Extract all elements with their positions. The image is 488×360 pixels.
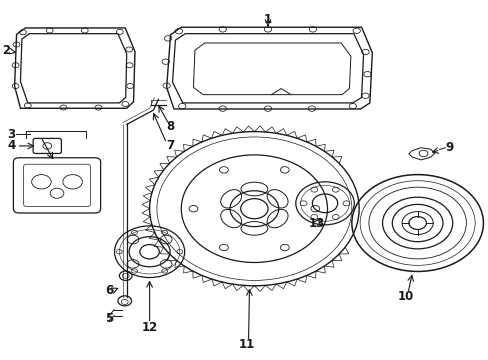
Text: 4: 4 <box>7 139 16 152</box>
FancyBboxPatch shape <box>13 158 101 213</box>
Text: 11: 11 <box>239 338 255 351</box>
FancyBboxPatch shape <box>23 164 90 207</box>
Text: 2: 2 <box>2 44 10 57</box>
Text: 13: 13 <box>308 217 324 230</box>
FancyBboxPatch shape <box>33 138 61 153</box>
Text: 6: 6 <box>105 284 113 297</box>
Text: 5: 5 <box>105 311 113 325</box>
Text: 7: 7 <box>166 139 174 152</box>
Text: 3: 3 <box>8 127 16 141</box>
Text: 1: 1 <box>264 13 271 26</box>
Text: 10: 10 <box>397 290 413 303</box>
Text: 9: 9 <box>444 141 452 154</box>
Text: 8: 8 <box>166 121 174 134</box>
Text: 12: 12 <box>141 320 158 333</box>
